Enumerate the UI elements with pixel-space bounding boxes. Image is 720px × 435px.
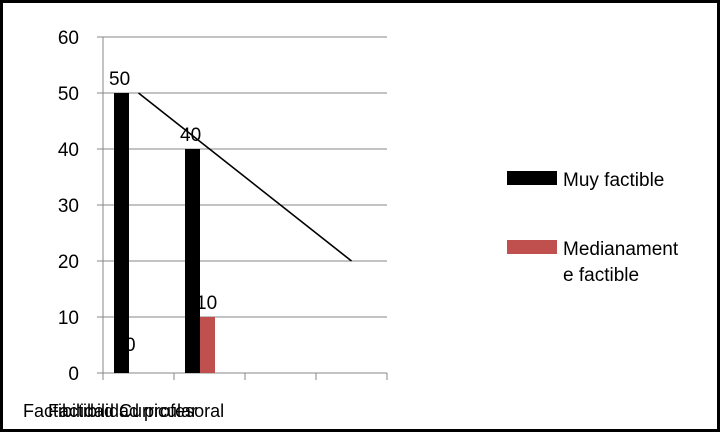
legend-label: Medianament xyxy=(563,239,679,260)
y-tick-label: 40 xyxy=(58,140,79,161)
bar-medianamente-factible xyxy=(200,317,215,373)
legend-swatch xyxy=(507,240,557,254)
y-tick-label: 50 xyxy=(58,84,79,105)
x-category-label: Factibilidad profesoral xyxy=(48,401,224,421)
legend-label: e factible xyxy=(563,265,639,286)
legend-swatch xyxy=(507,171,557,185)
bar-muy-factible xyxy=(114,93,129,373)
y-tick-label: 30 xyxy=(58,196,79,217)
bar-muy-factible xyxy=(185,149,200,373)
trend-line xyxy=(138,92,352,262)
y-tick-label: 60 xyxy=(58,28,79,49)
data-label: 0 xyxy=(125,335,136,356)
y-tick-label: 10 xyxy=(58,308,79,329)
y-tick-label: 20 xyxy=(58,252,79,273)
data-label: 50 xyxy=(109,69,130,90)
x-category-label: Factibilidad Curricular xyxy=(23,401,197,421)
legend-label: Muy factible xyxy=(563,170,664,191)
data-label: 10 xyxy=(196,293,217,314)
y-tick-label: 0 xyxy=(68,364,79,385)
